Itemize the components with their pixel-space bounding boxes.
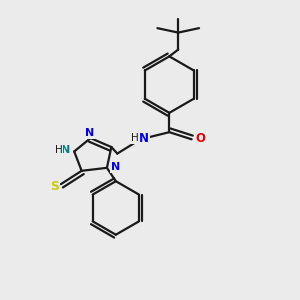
Text: N: N [61, 145, 70, 155]
Text: H: H [131, 134, 139, 143]
Text: N: N [139, 132, 149, 145]
Text: S: S [50, 180, 59, 193]
Text: O: O [195, 132, 205, 145]
Text: N: N [111, 162, 120, 172]
Text: N: N [85, 128, 94, 138]
Text: H: H [55, 145, 62, 155]
